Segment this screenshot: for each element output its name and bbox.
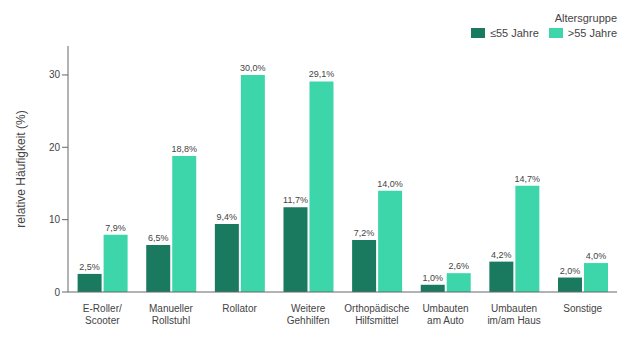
svg-text:30: 30 bbox=[49, 69, 61, 80]
svg-text:Sonstige: Sonstige bbox=[563, 303, 602, 314]
svg-text:14,0%: 14,0% bbox=[377, 179, 403, 189]
html-text:Altersgruppe: Altersgruppe bbox=[554, 12, 617, 24]
svg-text:7,2%: 7,2% bbox=[354, 228, 375, 238]
svg-text:20: 20 bbox=[49, 142, 61, 153]
svg-text:11,7%: 11,7% bbox=[283, 195, 308, 205]
svg-text:4,2%: 4,2% bbox=[491, 250, 512, 260]
svg-text:2,6%: 2,6% bbox=[448, 261, 469, 271]
svg-text:30,0%: 30,0% bbox=[240, 63, 266, 73]
svg-text:Rollator: Rollator bbox=[222, 303, 257, 314]
svg-text:Umbautenim/am Haus: Umbautenim/am Haus bbox=[487, 303, 540, 326]
html-text:≤55 Jahre: ≤55 Jahre bbox=[489, 27, 539, 39]
svg-text:7,9%: 7,9% bbox=[105, 223, 126, 233]
svg-text:29,1%: 29,1% bbox=[309, 69, 335, 79]
html-text:>55 Jahre: >55 Jahre bbox=[567, 27, 617, 39]
svg-text:ManuellerRollstuhl: ManuellerRollstuhl bbox=[149, 303, 194, 326]
svg-text:1,0%: 1,0% bbox=[422, 273, 443, 283]
svg-text:6,5%: 6,5% bbox=[148, 233, 169, 243]
svg-text:0: 0 bbox=[54, 287, 60, 298]
svg-text:2,5%: 2,5% bbox=[79, 262, 100, 272]
svg-text:relative Häufigkeit (%): relative Häufigkeit (%) bbox=[14, 110, 28, 227]
svg-text:18,8%: 18,8% bbox=[171, 144, 197, 154]
svg-text:2,0%: 2,0% bbox=[560, 266, 581, 276]
svg-text:14,7%: 14,7% bbox=[515, 174, 541, 184]
svg-text:OrthopädischeHilfsmittel: OrthopädischeHilfsmittel bbox=[344, 303, 409, 326]
svg-text:WeitereGehhilfen: WeitereGehhilfen bbox=[287, 303, 330, 326]
svg-text:10: 10 bbox=[49, 214, 61, 225]
svg-text:9,4%: 9,4% bbox=[217, 212, 238, 222]
svg-text:4,0%: 4,0% bbox=[586, 251, 607, 261]
svg-text:E-Roller/Scooter: E-Roller/Scooter bbox=[83, 303, 122, 326]
svg-text:Umbautenam Auto: Umbautenam Auto bbox=[422, 303, 468, 326]
